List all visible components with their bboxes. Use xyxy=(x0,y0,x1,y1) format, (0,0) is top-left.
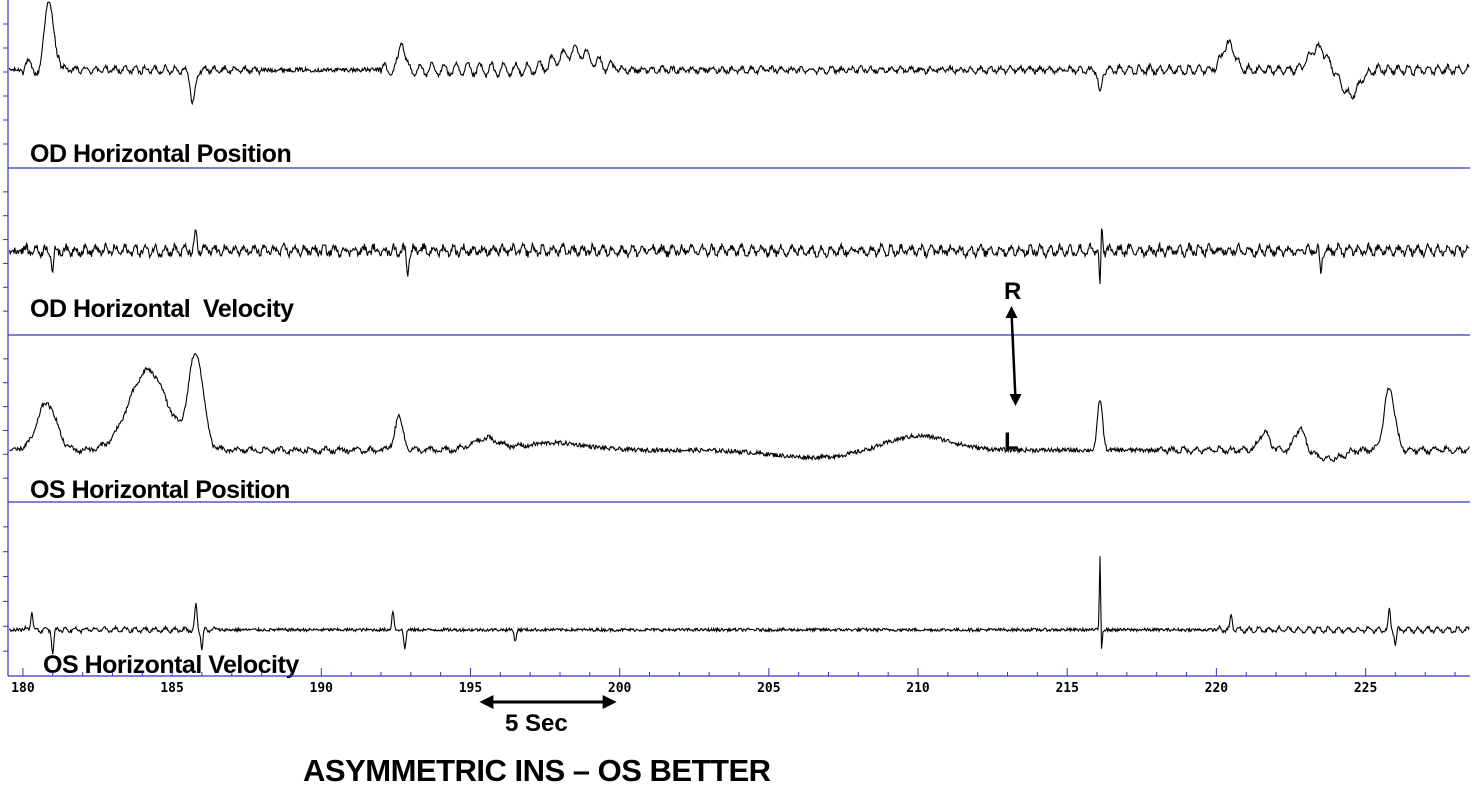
direction-label-right: R xyxy=(1004,278,1021,305)
trace-line-3 xyxy=(9,353,1470,463)
x-tick-label: 195 xyxy=(459,681,482,696)
panel-label-os-position: OS Horizontal Position xyxy=(30,476,290,504)
x-tick-label: 220 xyxy=(1205,681,1229,696)
x-tick-label: 200 xyxy=(608,681,632,696)
trace-line-4 xyxy=(9,556,1470,655)
direction-label-left: L xyxy=(1004,428,1019,455)
x-tick-label: 215 xyxy=(1055,681,1078,696)
x-tick-label: 180 xyxy=(11,681,35,696)
chart-frame xyxy=(3,0,1470,676)
scale-bar-label: 5 Sec xyxy=(505,710,568,737)
trace-line-1 xyxy=(8,1,1470,106)
traces xyxy=(8,1,1470,655)
trace-line-2 xyxy=(8,228,1470,284)
x-tick-label: 225 xyxy=(1354,681,1377,696)
x-tick-label: 185 xyxy=(160,681,183,696)
direction-arrow: R L xyxy=(1004,278,1022,455)
direction-arrow-head-down xyxy=(1009,394,1022,406)
x-tick-label: 210 xyxy=(906,681,930,696)
scale-bar-head-left xyxy=(479,695,494,709)
panel-label-od-position: OD Horizontal Position xyxy=(30,140,291,168)
x-tick-label: 190 xyxy=(310,681,334,696)
time-scale-bar: 5 Sec xyxy=(479,695,617,737)
direction-arrow-head-up xyxy=(1005,306,1018,318)
x-axis: 180 185 190 195 200 205 210 215 220 225 xyxy=(8,668,1470,696)
direction-arrow-shaft xyxy=(1010,311,1017,401)
x-tick-label: 205 xyxy=(757,681,780,696)
chart-caption: ASYMMETRIC INS – OS BETTER xyxy=(303,753,771,788)
panel-label-od-velocity: OD Horizontal Velocity xyxy=(30,295,294,323)
panel-labels: OD Horizontal Position OD Horizontal Vel… xyxy=(30,140,300,679)
panel-label-os-velocity: OS Horizontal Velocity xyxy=(43,651,299,679)
scale-bar-head-right xyxy=(602,695,617,709)
